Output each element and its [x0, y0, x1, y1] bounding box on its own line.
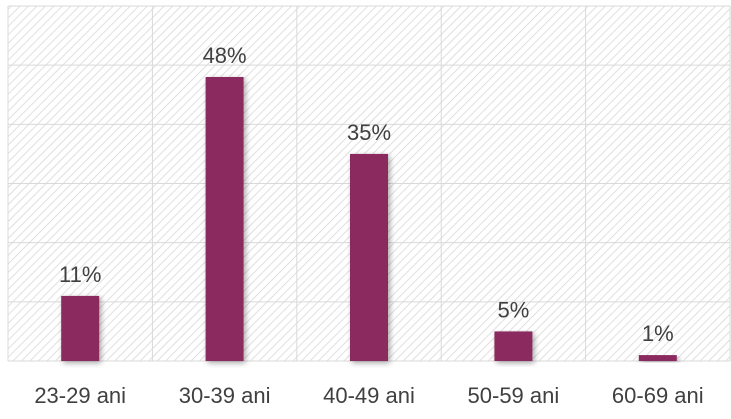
- grid-lines: [7, 5, 731, 362]
- bar-60-69-ani: [638, 355, 677, 361]
- category-label: 23-29 ani: [34, 383, 126, 408]
- category-label: 40-49 ani: [323, 383, 415, 408]
- data-label: 5%: [498, 297, 530, 322]
- bar-23-29-ani: [61, 295, 100, 361]
- category-label: 30-39 ani: [179, 383, 271, 408]
- bar-50-59-ani: [494, 331, 533, 361]
- category-label: 60-69 ani: [612, 383, 704, 408]
- data-labels: 11% 48% 35% 5% 1%: [59, 43, 674, 346]
- bars: [61, 77, 677, 361]
- data-label: 35%: [347, 120, 391, 145]
- data-label: 11%: [59, 262, 101, 287]
- data-label: 48%: [203, 43, 247, 68]
- data-label: 1%: [642, 321, 674, 346]
- bar-30-39-ani: [205, 77, 244, 361]
- bar-40-49-ani: [350, 153, 388, 361]
- category-label: 50-59 ani: [468, 383, 560, 408]
- category-axis-labels: 23-29 ani 30-39 ani 40-49 ani 50-59 ani 60-6…: [34, 383, 703, 408]
